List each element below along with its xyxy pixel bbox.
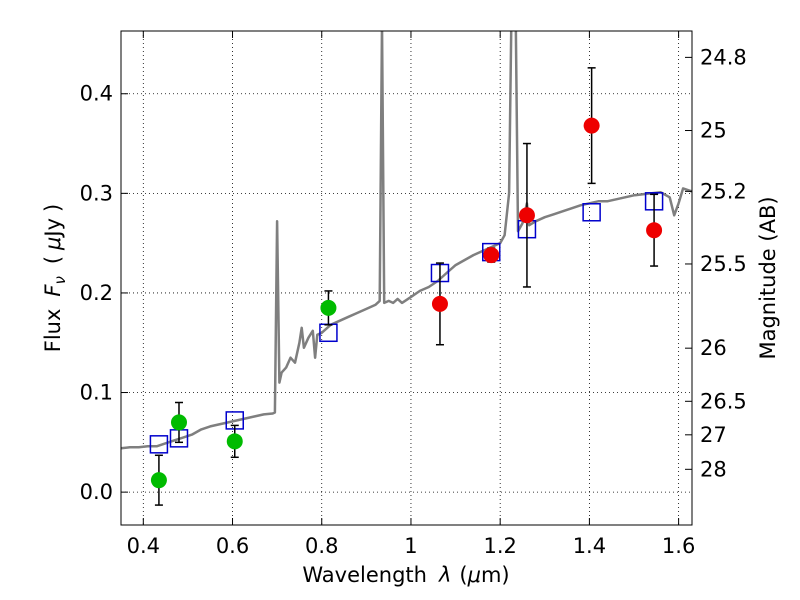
ticks [121,31,692,525]
observed-point [583,117,600,134]
model-photometry-square [149,435,169,454]
mag-tick-label: 25.5 [700,252,747,276]
mag-tick-label: 26 [700,336,727,360]
y-axis-label: FluxFν(μJy) [41,204,69,353]
y-tick-label: 0.2 [80,281,113,305]
x-tick-label: 0.4 [127,534,160,558]
y-tick-label: 0.4 [80,82,113,106]
spectrum-layer [121,31,692,450]
y-tick-label: 0.1 [80,381,113,405]
observed-point [431,295,448,312]
x-tick-label: 0.6 [216,534,249,558]
model-photometry-square [582,203,601,222]
x-axis-label: Wavelength λ (μm) [302,563,509,587]
mag-tick-label: 27 [700,423,727,447]
x-tick-label: 1.2 [483,534,516,558]
mag-tick-label: 28 [700,457,727,481]
observed-point [483,247,500,264]
observed-point [320,299,337,316]
plot-area [121,31,692,525]
mag-tick-label: 25 [700,119,727,143]
observed-point [170,414,187,431]
y2-axis-label: Magnitude (AB) [756,196,780,359]
mag-tick-label: 24.8 [700,45,747,69]
mag-tick-label: 25.2 [700,179,747,203]
observed-layer [150,67,663,506]
observed-point [518,207,535,224]
tick-labels: 0.4 0.6 0.8 1 1.2 1.4 1.6 0.0 0.1 0.2 0.3 0.4 24.8 25… [80,45,747,558]
observed-point [150,472,167,489]
x-tick-label: 1.6 [662,534,695,558]
plot-frame [120,30,693,526]
y-tick-label: 0.0 [80,480,113,504]
observed-point [646,222,663,239]
observed-point [226,433,243,450]
x-tick-label: 1 [404,534,417,558]
x-tick-label: 0.8 [305,534,338,558]
model-spectrum-line [121,31,692,450]
x-tick-label: 1.4 [573,534,606,558]
mag-tick-label: 26.5 [700,389,747,413]
y-tick-label: 0.3 [80,181,113,205]
